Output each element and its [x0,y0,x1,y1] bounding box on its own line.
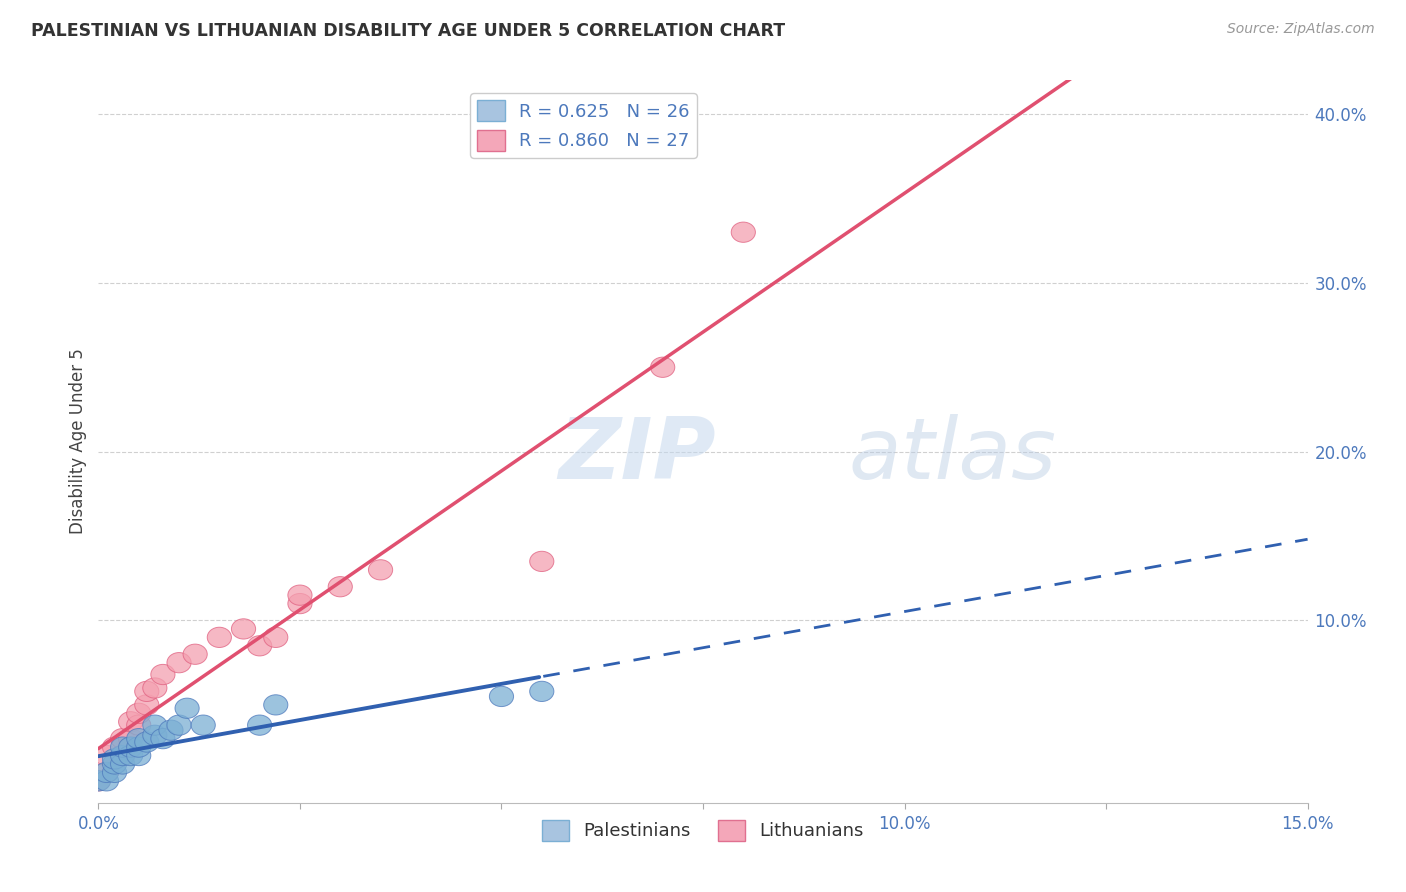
Ellipse shape [94,763,118,782]
Ellipse shape [183,644,207,665]
Ellipse shape [111,737,135,757]
Ellipse shape [118,737,143,757]
Y-axis label: Disability Age Under 5: Disability Age Under 5 [69,349,87,534]
Ellipse shape [530,551,554,572]
Ellipse shape [150,665,174,685]
Ellipse shape [127,729,150,748]
Ellipse shape [150,729,174,748]
Ellipse shape [127,703,150,723]
Ellipse shape [288,585,312,606]
Ellipse shape [135,695,159,715]
Text: Source: ZipAtlas.com: Source: ZipAtlas.com [1227,22,1375,37]
Ellipse shape [328,576,353,597]
Ellipse shape [207,627,232,648]
Ellipse shape [167,653,191,673]
Ellipse shape [191,715,215,735]
Ellipse shape [264,695,288,715]
Ellipse shape [111,729,135,748]
Ellipse shape [143,725,167,746]
Ellipse shape [247,715,271,735]
Ellipse shape [94,763,118,782]
Ellipse shape [103,737,127,757]
Ellipse shape [103,748,127,769]
Ellipse shape [127,737,150,757]
Ellipse shape [135,732,159,752]
Ellipse shape [159,720,183,740]
Ellipse shape [247,636,271,656]
Ellipse shape [143,678,167,698]
Legend: Palestinians, Lithuanians: Palestinians, Lithuanians [534,813,872,848]
Ellipse shape [111,746,135,765]
Ellipse shape [118,746,143,765]
Text: atlas: atlas [848,415,1056,498]
Ellipse shape [127,746,150,765]
Ellipse shape [127,715,150,735]
Ellipse shape [651,357,675,377]
Text: PALESTINIAN VS LITHUANIAN DISABILITY AGE UNDER 5 CORRELATION CHART: PALESTINIAN VS LITHUANIAN DISABILITY AGE… [31,22,785,40]
Ellipse shape [489,686,513,706]
Ellipse shape [94,771,118,791]
Ellipse shape [86,771,111,791]
Ellipse shape [368,559,392,580]
Ellipse shape [103,754,127,774]
Ellipse shape [103,763,127,782]
Ellipse shape [143,715,167,735]
Ellipse shape [167,715,191,735]
Ellipse shape [118,729,143,748]
Ellipse shape [264,627,288,648]
Ellipse shape [111,754,135,774]
Ellipse shape [94,746,118,765]
Ellipse shape [86,771,111,791]
Ellipse shape [118,712,143,732]
Ellipse shape [288,593,312,614]
Ellipse shape [232,619,256,639]
Text: ZIP: ZIP [558,415,716,498]
Ellipse shape [174,698,200,718]
Ellipse shape [135,681,159,701]
Ellipse shape [731,222,755,243]
Ellipse shape [111,746,135,765]
Ellipse shape [530,681,554,701]
